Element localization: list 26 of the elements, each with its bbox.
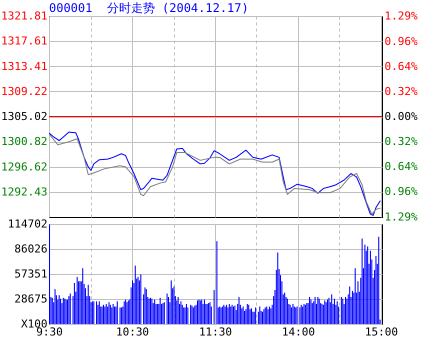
chart-title: 000001 分时走势 (2004.12.17) bbox=[49, 1, 249, 15]
y-tick-label: 1313.41 bbox=[1, 60, 48, 73]
y-tick-label: 114702 bbox=[8, 218, 48, 230]
y-tick-label: 57351 bbox=[14, 268, 48, 280]
x-tick-label: 10:30 bbox=[116, 326, 150, 338]
y2-tick-label: 1.29% bbox=[384, 210, 418, 224]
y2-tick-label: 1.29% bbox=[384, 10, 418, 22]
y-tick-label: 1296.62 bbox=[1, 160, 48, 174]
y2-tick-label: 0.64% bbox=[384, 60, 418, 74]
y-tick-label: 28675 bbox=[14, 292, 48, 306]
y-tick-label: 1317.61 bbox=[1, 34, 48, 48]
y2-tick-label: 0.96% bbox=[384, 35, 418, 48]
y-tick-label: 1292.43 bbox=[1, 185, 48, 198]
y-tick-label: 86026 bbox=[14, 242, 48, 256]
y-tick-label: 1309.22 bbox=[1, 84, 48, 98]
y2-tick-label: 0.32% bbox=[384, 85, 418, 98]
y-tick-label: 1321.81 bbox=[1, 10, 48, 22]
y-tick-label: 1305.02 bbox=[1, 110, 48, 123]
x-tick-label: 15:00 bbox=[364, 326, 398, 338]
y-tick-label: 1300.82 bbox=[1, 135, 48, 148]
y2-tick-label: 0.00% bbox=[384, 110, 418, 123]
y2-tick-label: 0.64% bbox=[384, 160, 418, 173]
x-tick-label: 11:30 bbox=[198, 326, 232, 338]
x-tick-label: 14:00 bbox=[282, 326, 316, 338]
y2-tick-label: 0.32% bbox=[384, 134, 418, 148]
y2-tick-label: 0.96% bbox=[384, 184, 418, 198]
